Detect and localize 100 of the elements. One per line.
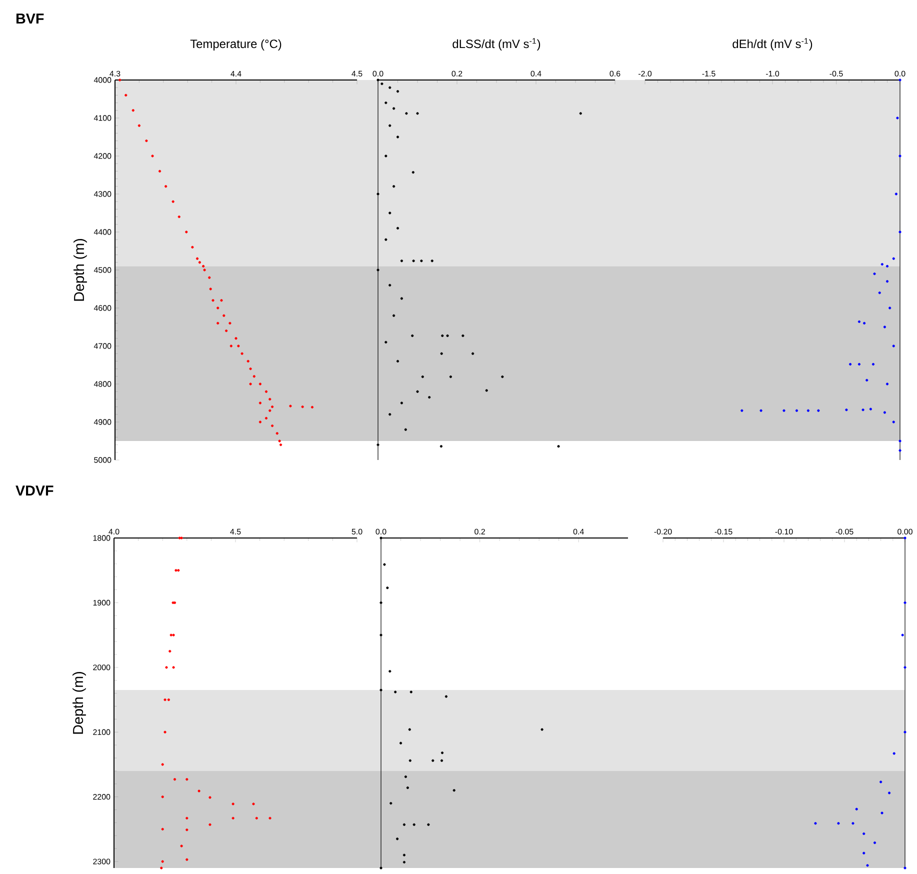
point — [402, 860, 406, 864]
point — [380, 536, 382, 540]
point — [198, 261, 201, 264]
point — [384, 102, 388, 104]
point — [234, 337, 238, 340]
point — [888, 306, 892, 310]
point — [855, 808, 858, 810]
point — [376, 192, 380, 196]
point — [180, 844, 183, 848]
point — [177, 569, 180, 572]
point — [862, 832, 866, 835]
point — [173, 778, 176, 781]
point — [894, 192, 898, 196]
point — [138, 124, 140, 127]
point — [394, 690, 397, 694]
point — [160, 866, 163, 870]
point — [271, 406, 274, 408]
point — [472, 352, 474, 355]
point — [898, 154, 902, 158]
point — [268, 398, 272, 400]
point — [392, 185, 396, 188]
point — [212, 299, 214, 302]
point — [170, 634, 172, 636]
point — [848, 362, 852, 366]
point — [258, 382, 262, 386]
point — [872, 362, 875, 366]
point — [412, 823, 416, 826]
point — [795, 409, 798, 412]
point — [404, 428, 407, 431]
point — [886, 280, 889, 283]
point — [904, 601, 906, 604]
point — [384, 154, 388, 158]
point — [898, 440, 902, 442]
chart-title: VDVF — [16, 486, 54, 496]
point — [196, 257, 199, 260]
point — [444, 695, 448, 698]
point — [118, 78, 122, 82]
point — [410, 690, 412, 694]
point — [411, 334, 414, 338]
point — [132, 109, 134, 112]
y-axis-title: Depth (m) — [74, 239, 87, 301]
point — [191, 246, 194, 248]
point — [540, 728, 544, 731]
point — [228, 322, 232, 324]
point — [396, 360, 400, 362]
point — [380, 866, 382, 870]
point — [883, 411, 886, 414]
point — [399, 742, 402, 744]
point — [388, 284, 392, 286]
point — [225, 330, 228, 332]
point — [892, 344, 895, 348]
point — [232, 816, 234, 820]
point — [186, 828, 188, 832]
point — [380, 601, 382, 604]
point — [412, 260, 415, 262]
point — [268, 409, 272, 412]
point — [396, 226, 400, 230]
point — [886, 264, 889, 268]
point — [222, 314, 226, 317]
point — [400, 297, 403, 300]
point — [161, 763, 164, 766]
point — [388, 212, 392, 214]
point — [432, 759, 434, 762]
point — [416, 390, 419, 393]
point — [408, 759, 412, 762]
point — [240, 352, 244, 355]
point — [164, 698, 166, 702]
point — [161, 828, 164, 830]
point — [392, 314, 396, 317]
point — [168, 650, 172, 653]
point — [258, 402, 262, 404]
point — [232, 802, 234, 806]
point — [405, 112, 408, 115]
point — [388, 86, 392, 89]
point — [412, 171, 414, 174]
point — [167, 698, 170, 702]
point — [901, 634, 904, 636]
point — [208, 823, 212, 826]
point — [209, 288, 212, 290]
point — [898, 78, 902, 82]
point — [428, 396, 431, 399]
point — [485, 389, 488, 392]
point — [400, 260, 403, 262]
point — [230, 344, 232, 348]
point — [158, 170, 162, 172]
point — [216, 322, 220, 324]
point — [852, 822, 854, 825]
point — [886, 382, 889, 386]
point — [892, 420, 895, 424]
point — [740, 409, 744, 412]
point — [440, 445, 442, 448]
point — [579, 112, 582, 115]
point — [203, 268, 206, 272]
point — [501, 375, 504, 378]
point — [255, 816, 258, 820]
point — [873, 272, 876, 276]
point — [174, 569, 178, 572]
point — [880, 780, 882, 784]
point — [806, 409, 810, 412]
point — [557, 445, 560, 448]
